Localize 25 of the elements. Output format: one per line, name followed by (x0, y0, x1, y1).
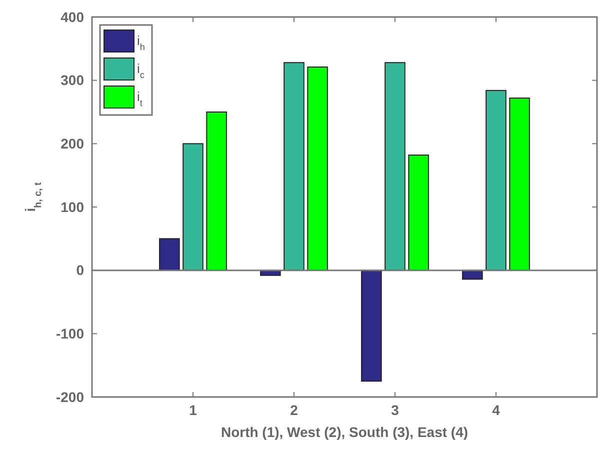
bar (509, 98, 530, 271)
legend-label: i$_{t}$ (137, 89, 143, 108)
y-tick-label: 400 (60, 8, 84, 25)
legend-label: i$_{h}$ (137, 33, 145, 52)
bar (361, 270, 382, 382)
x-tick-label: 4 (492, 402, 500, 418)
y-tick-label: 300 (60, 72, 84, 88)
x-tick-label: 2 (290, 402, 298, 418)
legend-label: i$_{c}$ (137, 61, 145, 80)
x-tick-label: 1 (189, 402, 198, 418)
y-tick-label: 0 (76, 262, 84, 278)
bar (159, 238, 180, 271)
y-tick-label: -200 (56, 388, 84, 405)
bar (182, 143, 204, 271)
bar (284, 62, 304, 271)
x-tick-label: 3 (391, 402, 400, 418)
bar (486, 90, 506, 271)
y-tick-label: -100 (56, 326, 84, 342)
bar (408, 154, 429, 271)
bar (384, 62, 406, 271)
y-tick-label: 100 (60, 198, 84, 215)
y-tick-label: 200 (60, 136, 84, 152)
x-axis-title: North (1), West (2), South (3), East (4) (220, 424, 468, 440)
bar (206, 112, 227, 271)
bar (307, 66, 328, 271)
